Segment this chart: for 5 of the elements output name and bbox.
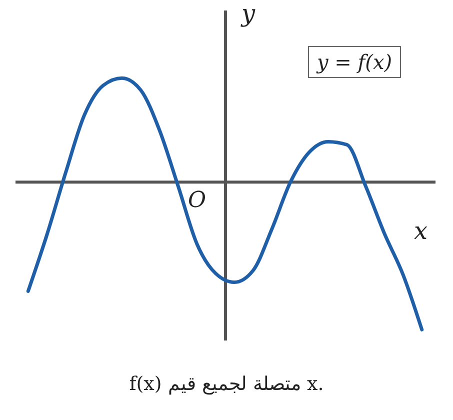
text: f(x) متصلة لجميع قيم x. — [128, 372, 325, 395]
text: y = f(x) — [308, 46, 402, 78]
y-axis-title: y — [240, 0, 256, 28]
x-axis-title: x — [414, 217, 428, 246]
annotation: O — [188, 188, 206, 213]
